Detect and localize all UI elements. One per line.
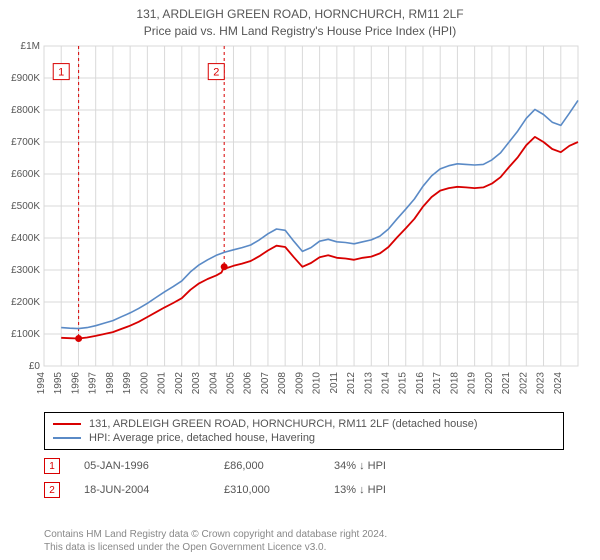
title-line1: 131, ARDLEIGH GREEN ROAD, HORNCHURCH, RM… <box>0 6 600 23</box>
svg-text:£800K: £800K <box>11 105 40 116</box>
sale-row: 1 05-JAN-1996£86,00034% ↓ HPI <box>44 458 444 474</box>
svg-text:1995: 1995 <box>53 372 64 395</box>
svg-text:2005: 2005 <box>225 372 236 395</box>
svg-text:2010: 2010 <box>312 372 323 395</box>
svg-text:2020: 2020 <box>484 372 495 395</box>
legend-swatch <box>53 437 81 439</box>
svg-text:2001: 2001 <box>157 372 168 395</box>
sale-marker: 2 <box>44 482 60 498</box>
svg-text:2017: 2017 <box>432 372 443 395</box>
title-line2: Price paid vs. HM Land Registry's House … <box>0 23 600 40</box>
svg-text:2007: 2007 <box>260 372 271 395</box>
chart-title: 131, ARDLEIGH GREEN ROAD, HORNCHURCH, RM… <box>0 0 600 40</box>
footer-line1: Contains HM Land Registry data © Crown c… <box>44 528 387 541</box>
svg-text:2012: 2012 <box>346 372 357 395</box>
svg-text:1994: 1994 <box>36 372 47 395</box>
svg-text:2021: 2021 <box>501 372 512 395</box>
sale-price: £310,000 <box>224 484 334 496</box>
sale-price: £86,000 <box>224 460 334 472</box>
svg-text:2015: 2015 <box>398 372 409 395</box>
svg-text:2018: 2018 <box>449 372 460 395</box>
svg-text:2003: 2003 <box>191 372 202 395</box>
svg-text:£200K: £200K <box>11 297 40 308</box>
svg-text:1996: 1996 <box>70 372 81 395</box>
svg-text:2: 2 <box>213 67 219 79</box>
svg-text:2016: 2016 <box>415 372 426 395</box>
svg-text:2011: 2011 <box>329 372 340 394</box>
sale-date: 05-JAN-1996 <box>84 460 224 472</box>
svg-text:1: 1 <box>58 67 64 79</box>
svg-text:£300K: £300K <box>11 265 40 276</box>
footer: Contains HM Land Registry data © Crown c… <box>44 528 387 554</box>
legend-label: 131, ARDLEIGH GREEN ROAD, HORNCHURCH, RM… <box>89 418 478 430</box>
svg-text:1997: 1997 <box>88 372 99 395</box>
svg-text:£900K: £900K <box>11 73 40 84</box>
svg-text:2002: 2002 <box>174 372 185 395</box>
svg-text:£0: £0 <box>29 361 41 372</box>
svg-text:£400K: £400K <box>11 233 40 244</box>
svg-text:2019: 2019 <box>467 372 478 395</box>
sale-delta: 34% ↓ HPI <box>334 460 444 472</box>
svg-text:1998: 1998 <box>105 372 116 395</box>
svg-text:2022: 2022 <box>518 372 529 395</box>
svg-text:2000: 2000 <box>139 372 150 395</box>
sale-marker: 1 <box>44 458 60 474</box>
sale-date: 18-JUN-2004 <box>84 484 224 496</box>
svg-text:2013: 2013 <box>363 372 374 395</box>
svg-text:2024: 2024 <box>553 372 564 395</box>
svg-text:£700K: £700K <box>11 137 40 148</box>
chart-svg: £0 £100K £200K £300K £400K £500K £600K £700K £80… <box>0 42 600 402</box>
legend: 131, ARDLEIGH GREEN ROAD, HORNCHURCH, RM… <box>44 412 564 450</box>
svg-text:£1M: £1M <box>21 42 40 52</box>
legend-row: 131, ARDLEIGH GREEN ROAD, HORNCHURCH, RM… <box>53 417 555 431</box>
svg-text:£600K: £600K <box>11 169 40 180</box>
legend-row: HPI: Average price, detached house, Have… <box>53 431 555 445</box>
svg-text:2009: 2009 <box>294 372 305 395</box>
svg-text:2023: 2023 <box>536 372 547 395</box>
svg-text:£100K: £100K <box>11 329 40 340</box>
svg-text:1999: 1999 <box>122 372 133 395</box>
sales-table: 1 05-JAN-1996£86,00034% ↓ HPI 2 18-JUN-2004… <box>44 458 444 506</box>
svg-text:2004: 2004 <box>208 372 219 395</box>
svg-text:2006: 2006 <box>243 372 254 395</box>
svg-text:2014: 2014 <box>381 372 392 395</box>
sale-row: 2 18-JUN-2004£310,00013% ↓ HPI <box>44 482 444 498</box>
svg-text:£500K: £500K <box>11 201 40 212</box>
legend-label: HPI: Average price, detached house, Have… <box>89 432 315 444</box>
footer-line2: This data is licensed under the Open Gov… <box>44 541 387 554</box>
chart-area: £0 £100K £200K £300K £400K £500K £600K £700K £80… <box>0 42 600 402</box>
legend-swatch <box>53 423 81 425</box>
svg-text:2008: 2008 <box>277 372 288 395</box>
sale-delta: 13% ↓ HPI <box>334 484 444 496</box>
